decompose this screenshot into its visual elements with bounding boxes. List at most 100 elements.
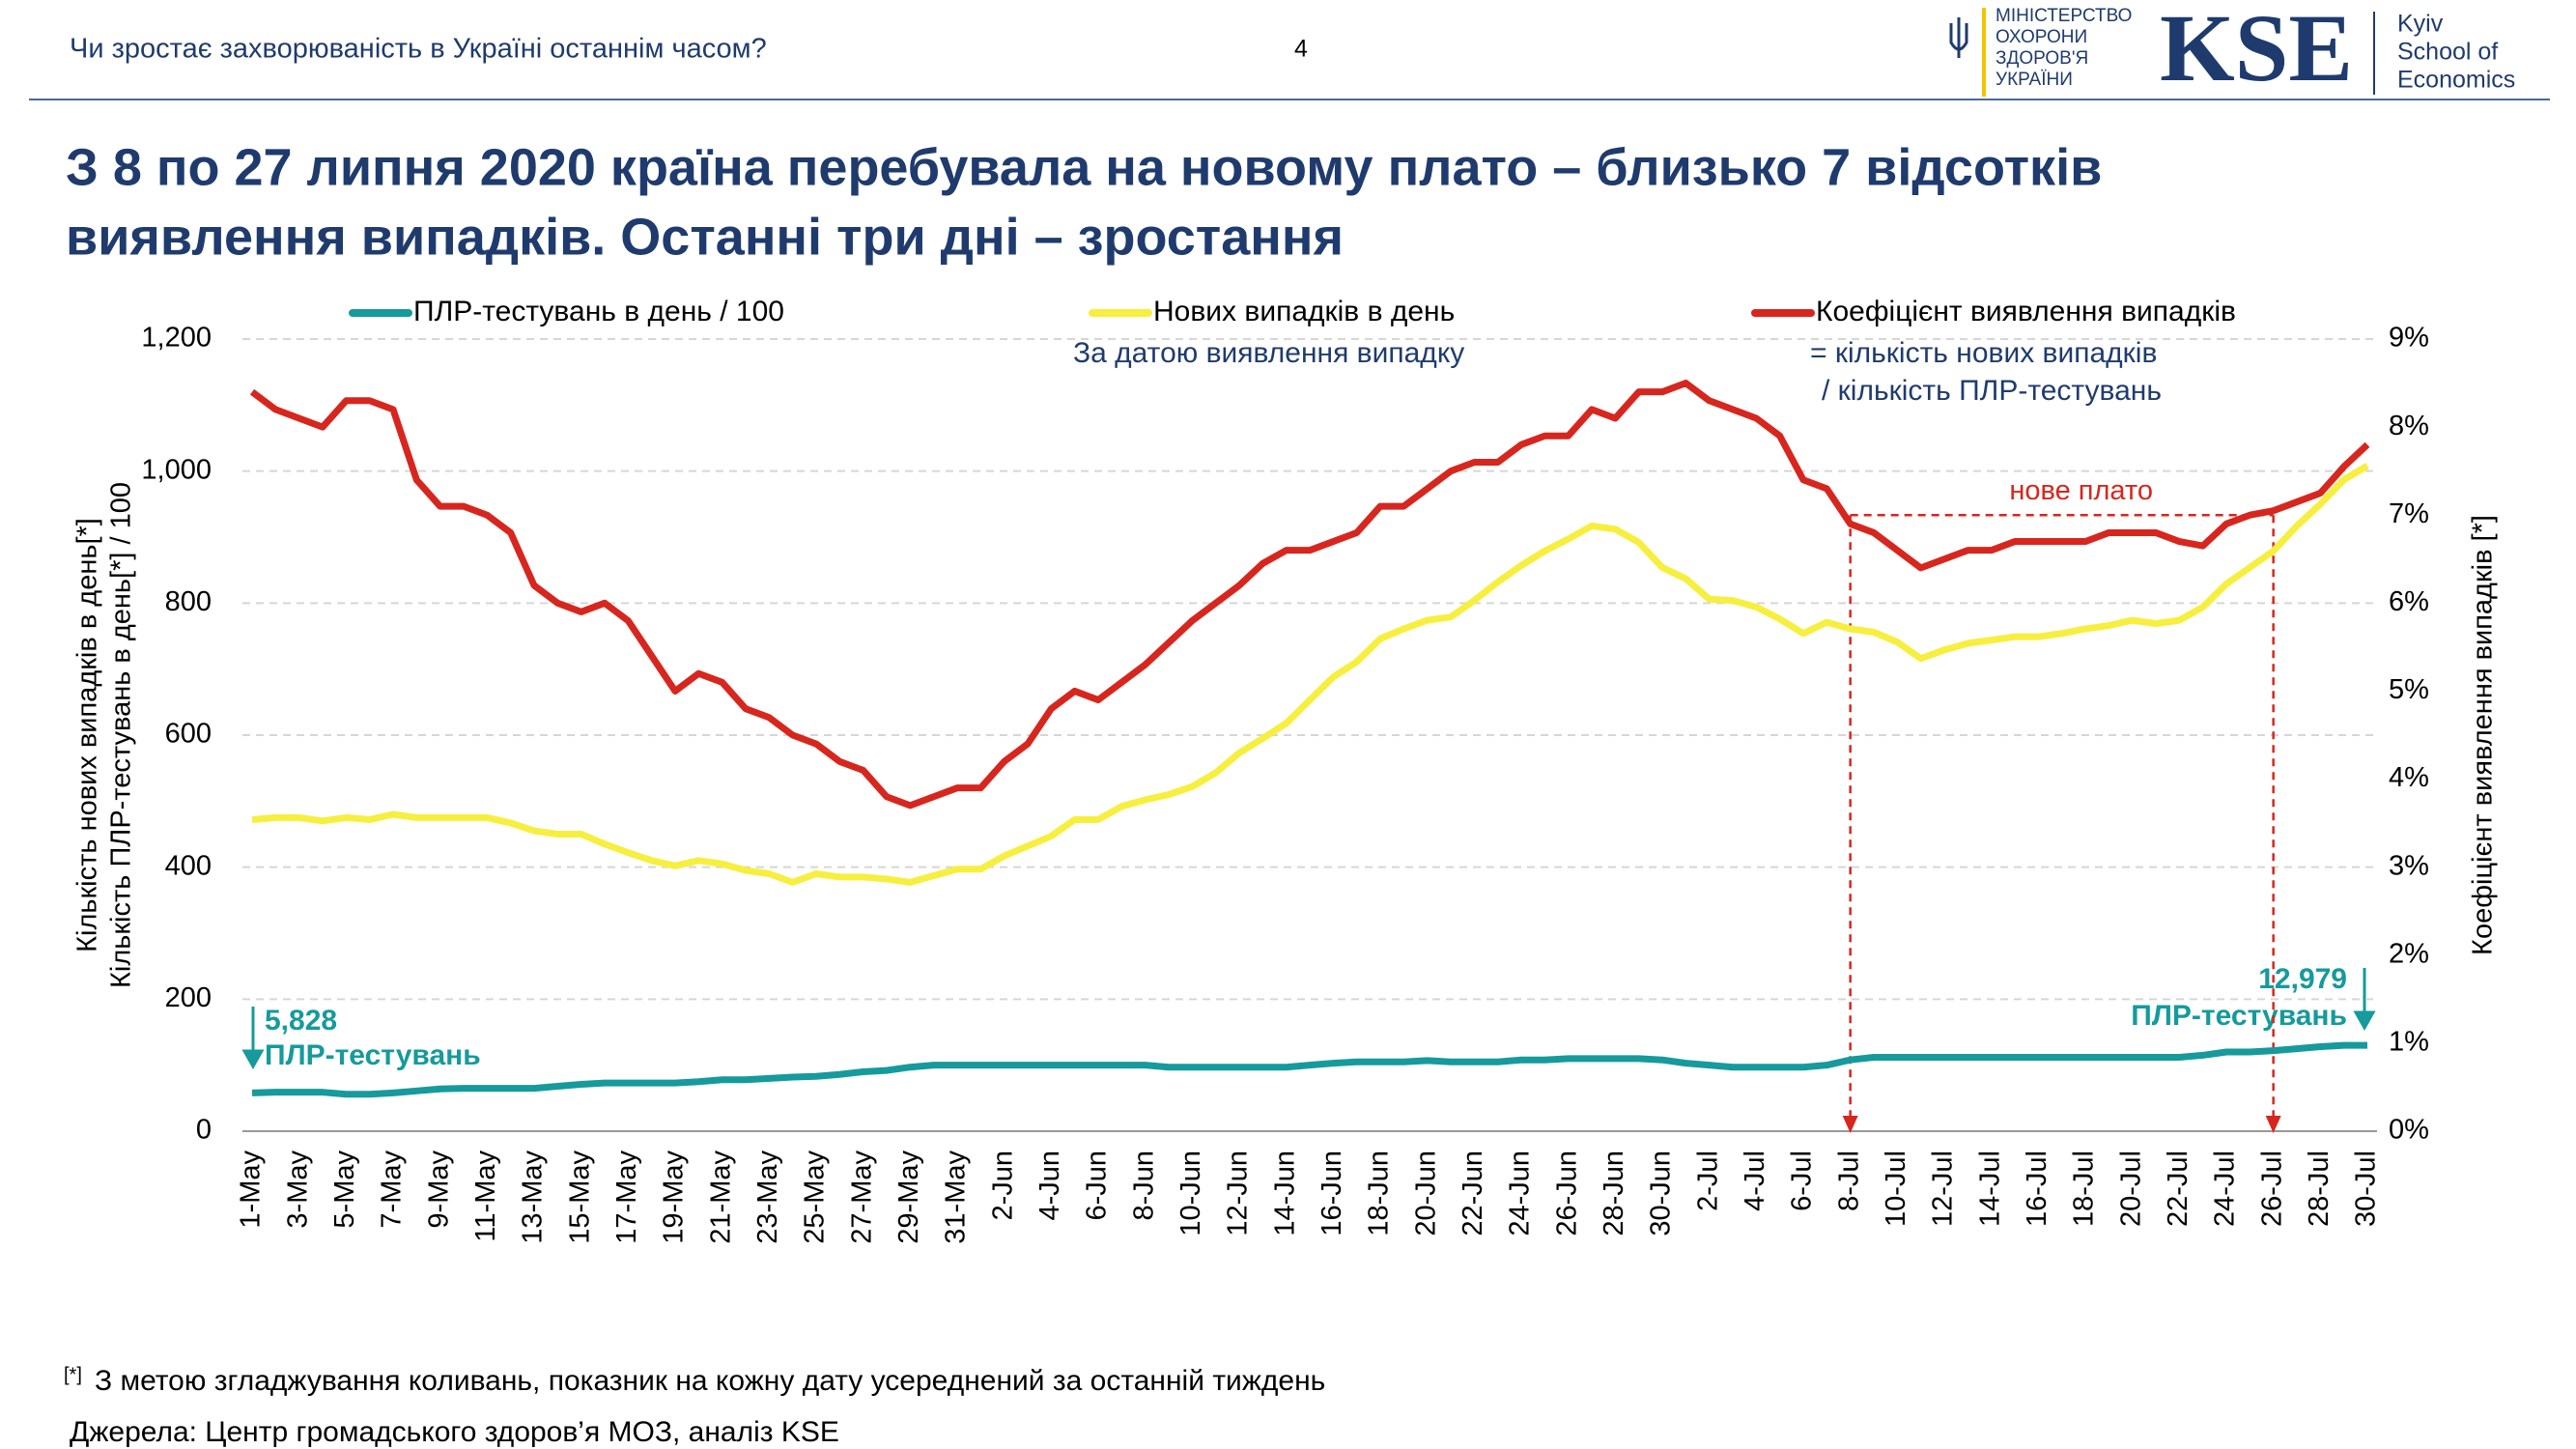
x-tick-label: 2-Jun <box>987 1151 1018 1221</box>
x-tick-label: 25-May <box>800 1151 831 1244</box>
x-tick-label: 24-Jul <box>2210 1151 2241 1227</box>
x-tick-label: 1-May <box>236 1151 267 1229</box>
series-line <box>251 1041 2367 1098</box>
x-tick-label: 18-Jun <box>1364 1151 1395 1236</box>
trident-icon <box>1949 17 1968 58</box>
legend-label: ПЛР-тестувань в день / 100 <box>413 296 784 327</box>
plateau-label: нове плато <box>2009 475 2153 506</box>
x-tick-label: 27-May <box>846 1151 877 1244</box>
x-tick-label: 30-Jun <box>1646 1151 1677 1236</box>
x-tick-label: 10-Jun <box>1175 1151 1206 1236</box>
x-tick-label: 10-Jul <box>1881 1151 1911 1227</box>
annotation: 5,828 <box>265 1005 337 1037</box>
y2-tick-label: 7% <box>2389 498 2429 529</box>
x-tick-label: 3-May <box>282 1151 313 1229</box>
x-tick-label: 8-Jul <box>1833 1151 1864 1211</box>
annotation: / кількість ПЛР-тестувань <box>1822 375 2162 407</box>
x-tick-label: 14-Jul <box>1974 1151 2005 1227</box>
y-axis-title: Кількість нових випадків в день[*] <box>72 518 103 952</box>
series-line <box>249 380 2370 810</box>
x-tick-label: 26-Jun <box>1551 1151 1582 1236</box>
x-tick-label: 4-Jun <box>1034 1151 1065 1221</box>
y2-tick-label: 4% <box>2389 762 2429 793</box>
y-tick-label: 1,000 <box>141 454 212 485</box>
legend-label: Нових випадків в день <box>1153 296 1455 327</box>
source: Джерела: Центр громадського здоров’я МОЗ… <box>70 1416 839 1448</box>
x-tick-label: 5-May <box>329 1151 360 1229</box>
x-tick-label: 18-Jul <box>2069 1151 2100 1227</box>
x-tick-label: 17-May <box>611 1151 642 1244</box>
ministry-text: МІНІСТЕРСТВО <box>1996 6 2132 26</box>
y-tick-label: 600 <box>165 719 212 750</box>
x-tick-label: 7-May <box>377 1151 408 1229</box>
annotation-arrow <box>241 1007 265 1070</box>
y2-tick-label: 9% <box>2389 323 2429 354</box>
y2-tick-label: 3% <box>2389 850 2429 881</box>
x-tick-label: 31-May <box>941 1151 972 1244</box>
y2-tick-label: 6% <box>2389 586 2429 617</box>
page-number: 4 <box>1294 36 1308 63</box>
x-tick-label: 28-Jun <box>1599 1151 1629 1236</box>
footnote: З метою згладжування коливань, показник … <box>95 1365 1325 1397</box>
y2-tick-label: 1% <box>2389 1027 2429 1058</box>
kse-name: School of <box>2397 39 2498 66</box>
ministry-text: ОХОРОНИ <box>1996 27 2087 47</box>
y-tick-label: 800 <box>165 586 212 617</box>
plateau-arrow <box>2265 1116 2281 1133</box>
x-tick-label: 8-Jun <box>1128 1151 1159 1221</box>
annotation: За датою виявлення випадку <box>1073 337 1464 369</box>
x-tick-label: 22-Jul <box>2163 1151 2194 1227</box>
kse-name: Kyiv <box>2397 11 2444 38</box>
x-tick-label: 13-May <box>518 1151 549 1244</box>
annotation-arrow <box>2353 968 2376 1032</box>
kse-name: Economics <box>2397 67 2515 94</box>
kse-logo: KSE <box>2160 0 2353 101</box>
x-tick-label: 28-Jul <box>2304 1151 2335 1227</box>
y-tick-label: 1,200 <box>141 323 212 354</box>
x-tick-label: 15-May <box>564 1151 595 1244</box>
x-tick-label: 2-Jul <box>1692 1151 1723 1211</box>
y-tick-label: 400 <box>165 850 212 881</box>
y-axis-title: Кількість ПЛР-тестувань в день[*] / 100 <box>106 482 137 988</box>
x-tick-label: 16-Jun <box>1316 1151 1347 1236</box>
x-tick-label: 22-Jun <box>1458 1151 1488 1236</box>
x-tick-label: 23-May <box>752 1151 783 1244</box>
x-tick-label: 12-Jun <box>1223 1151 1254 1236</box>
ministry-text: УКРАЇНИ <box>1996 70 2073 90</box>
x-tick-label: 19-May <box>659 1151 690 1244</box>
x-tick-label: 9-May <box>423 1151 454 1229</box>
annotation: ПЛР-тестувань <box>265 1039 481 1071</box>
x-tick-label: 16-Jul <box>2022 1151 2052 1227</box>
annotation: 12,979 <box>2258 963 2347 995</box>
x-tick-label: 20-Jul <box>2115 1151 2146 1227</box>
ministry-text: ЗДОРОВ'Я <box>1996 48 2088 69</box>
footnote-marker: [*] <box>64 1364 82 1385</box>
y2-tick-label: 2% <box>2389 938 2429 969</box>
y2-tick-label: 0% <box>2389 1115 2429 1146</box>
x-tick-label: 24-Jun <box>1505 1151 1536 1236</box>
y-tick-label: 200 <box>165 982 212 1013</box>
chart-title: З 8 по 27 липня 2020 країна перебувала н… <box>66 138 2102 196</box>
plateau-bracket <box>1849 513 2275 1129</box>
y2-tick-label: 5% <box>2389 674 2429 705</box>
x-tick-label: 21-May <box>705 1151 736 1244</box>
x-tick-label: 12-Jul <box>1928 1151 1959 1227</box>
x-tick-label: 26-Jul <box>2256 1151 2287 1227</box>
y2-axis-title: Коефіцієнт виявлення випадків [*] <box>2468 515 2499 955</box>
annotation: = кількість нових випадків <box>1810 337 2157 369</box>
header-text: Чи зростає захворюваність в Україні оста… <box>70 34 767 65</box>
series-line <box>251 463 2369 886</box>
x-tick-label: 4-Jul <box>1740 1151 1770 1211</box>
annotation: ПЛР-тестувань <box>2131 1000 2347 1032</box>
x-tick-label: 6-Jul <box>1787 1151 1818 1211</box>
x-tick-label: 29-May <box>893 1151 924 1244</box>
chart-title: виявлення випадків. Останні три дні – зр… <box>66 208 1344 266</box>
y-tick-label: 0 <box>196 1115 212 1146</box>
x-tick-label: 30-Jul <box>2351 1151 2382 1227</box>
x-tick-label: 11-May <box>470 1151 501 1242</box>
plateau-arrow <box>1842 1116 1858 1133</box>
x-tick-label: 20-Jun <box>1410 1151 1441 1236</box>
y2-tick-label: 8% <box>2389 411 2429 441</box>
logo-bar <box>1982 8 1986 97</box>
